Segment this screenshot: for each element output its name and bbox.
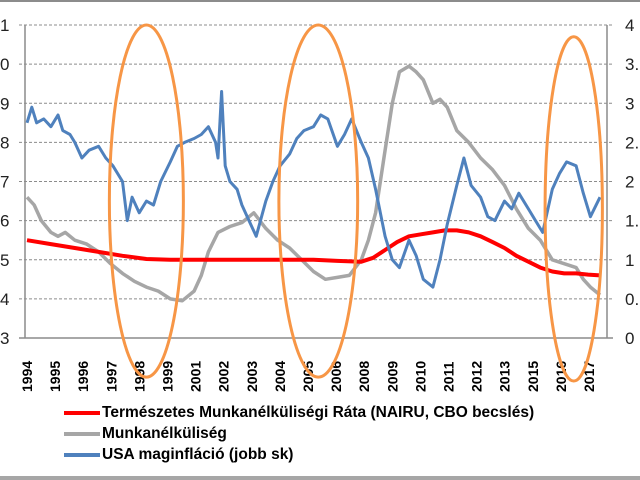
highlight-ellipse [543,35,604,383]
x-tick-label: 1999 [160,361,176,392]
y-right-tick-label: 1 [625,251,634,270]
x-tick-label: 2002 [216,361,232,392]
legend-swatch-unemployment [64,431,100,436]
x-tick-label: 2015 [525,361,541,392]
x-tick-label: 2001 [188,361,204,392]
legend-swatch-nairu [64,410,100,415]
y-right-tick-label: 1. [625,212,639,231]
x-tick-label: 2016 [553,361,569,392]
y-left-tick-label: 7 [0,173,9,192]
x-tick-label: 2004 [272,361,288,392]
y-right-tick-label: 0. [625,290,639,309]
y-left-tick-label: 0 [0,55,9,74]
top-border [0,0,640,2]
y-left-tick-label: 1 [0,16,9,35]
series-lines [25,64,602,303]
x-tick-label: 1994 [19,361,35,392]
annotations [107,23,604,383]
y-axis-right-labels: 4 3. 3 2. 2 1. 1 0. 0 [625,16,639,348]
x-tick-label: 1997 [103,361,119,392]
x-axis-labels: 1994 1995 1996 1997 1998 1999 2001 2002 2003 2004… [19,361,597,392]
y-right-tick-label: 3 [625,94,634,113]
x-tick-label: 2005 [300,361,316,392]
x-tick-label: 2017 [581,361,597,392]
x-tick-label: 1996 [75,361,91,392]
highlight-ellipse [107,23,185,379]
series-line-nairu [26,228,601,278]
legend-swatch-core-inflation [64,452,100,457]
x-tick-label: 2009 [384,361,400,392]
x-tick-label: 2012 [469,361,485,392]
y-right-tick-label: 0 [625,329,634,348]
legend-label-core-inflation: USA maginfláció (jobb sk) [102,445,294,463]
legend-item-nairu: Természetes Munkanélküliségi Ráta (NAIRU… [64,402,534,423]
y-left-tick-label: 9 [0,94,9,113]
x-tick-label: 2011 [441,361,457,392]
y-right-tick-label: 2 [625,173,634,192]
y-right-tick-label: 2. [625,133,639,152]
legend-label-nairu: Természetes Munkanélküliségi Ráta (NAIRU… [102,403,535,421]
x-tick-label: 2008 [356,361,372,392]
highlight-ellipse [277,23,360,379]
y-right-tick-label: 3. [625,55,639,74]
x-tick-label: 2003 [244,361,260,392]
legend: Természetes Munkanélküliségi Ráta (NAIRU… [64,402,534,465]
y-left-tick-label: 5 [0,251,9,270]
x-tick-label: 2013 [497,361,513,392]
x-tick-label: 2010 [412,361,428,392]
y-left-tick-label: 8 [0,133,9,152]
legend-label-unemployment: Munkanélküliség [102,424,227,442]
legend-item-unemployment: Munkanélküliség [64,423,534,444]
legend-item-core-inflation: USA maginfláció (jobb sk) [64,444,534,465]
axes [19,25,613,339]
y-left-tick-label: 3 [0,329,9,348]
x-tick-label: 2006 [328,361,344,392]
y-right-tick-label: 4 [625,16,634,35]
y-left-tick-label: 4 [0,290,9,309]
x-tick-label: 1995 [47,361,63,392]
bottom-border [0,476,640,480]
series-line-core-inflation [25,90,602,289]
series-line-unemployment [25,64,602,303]
y-left-tick-label: 6 [0,212,9,231]
